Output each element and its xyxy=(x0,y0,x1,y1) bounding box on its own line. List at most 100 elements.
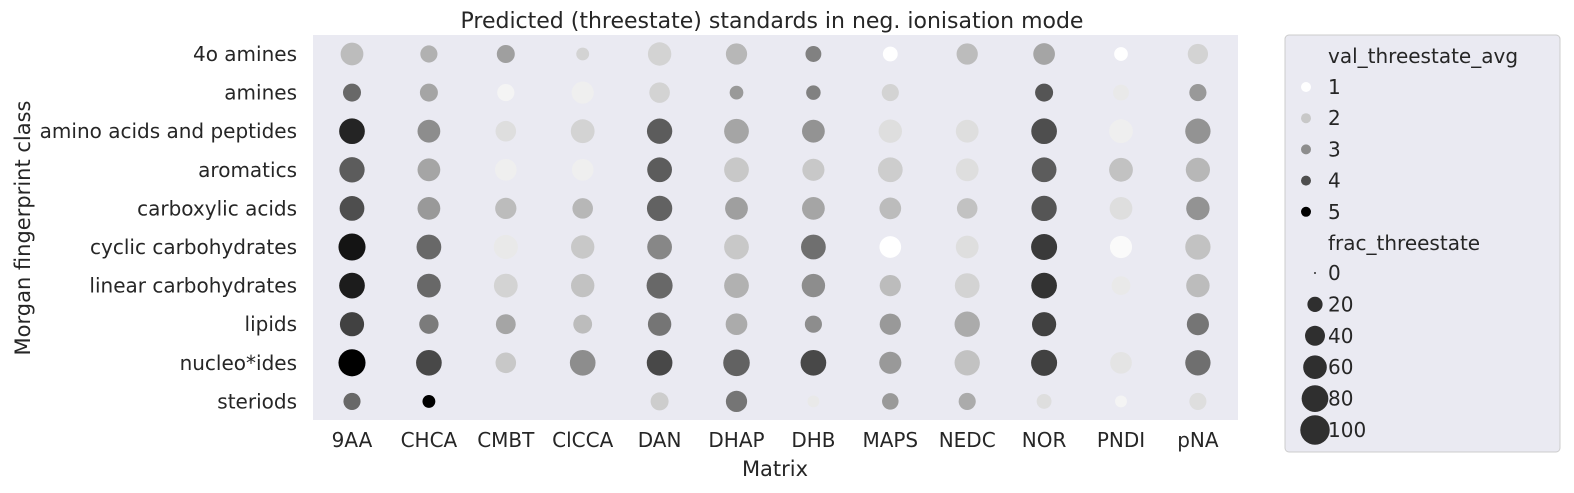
x-tick-nor: NOR xyxy=(1022,428,1067,452)
marker-maps-cyclic-carbohydrates xyxy=(879,236,902,258)
marker-dan-carboxylic-acids xyxy=(646,195,673,222)
legend-size-entries: 0 20 40 60 80 100 xyxy=(1300,261,1366,445)
marker-pna-lipids xyxy=(1186,313,1209,336)
marker-cmbt-aromatics xyxy=(494,158,517,181)
marker-dhap-cyclic-carbohydrates xyxy=(724,234,749,260)
x-axis-label: Matrix xyxy=(742,457,808,481)
marker-nor-4o-amines xyxy=(1033,43,1055,65)
marker-maps-amines xyxy=(881,84,899,102)
legend-hue-entries: 1 2 3 4 5 xyxy=(1301,75,1341,224)
y-tick-amines: amines xyxy=(224,81,297,105)
marker-chca-aromatics xyxy=(417,158,441,182)
marker-dan-amino-acids-and-peptides xyxy=(646,118,673,144)
marker-nor-lipids xyxy=(1032,312,1057,337)
marker-cmbt-4o-amines xyxy=(496,45,515,63)
marker-dan-4o-amines xyxy=(647,42,672,66)
marker-dhap-carboxylic-acids xyxy=(725,197,748,220)
x-tick-pndi: PNDI xyxy=(1097,428,1145,452)
marker-pna-linear-carbohydrates xyxy=(1186,273,1210,298)
marker-pndi-steriods xyxy=(1115,395,1127,408)
x-tick-dhb: DHB xyxy=(791,428,835,452)
marker-nor-carboxylic-acids xyxy=(1031,195,1057,222)
marker-dhb-amines xyxy=(806,85,821,100)
x-tick-pna: pNA xyxy=(1177,428,1219,452)
marker-cmbt-amines xyxy=(497,84,515,102)
marker-cmbt-linear-carbohydrates xyxy=(493,273,518,298)
marker-9aa-lipids xyxy=(339,312,365,337)
marker-nor-aromatics xyxy=(1031,157,1057,183)
marker-dhap-amino-acids-and-peptides xyxy=(724,118,749,144)
marker-dhap-4o-amines xyxy=(725,43,748,65)
marker-nor-amines xyxy=(1035,83,1054,102)
marker-dhap-lipids xyxy=(725,313,748,336)
marker-clcca-linear-carbohydrates xyxy=(571,273,595,298)
marker-maps-4o-amines xyxy=(882,46,898,62)
x-tick-nedc: NEDC xyxy=(939,428,996,452)
marker-9aa-steriods xyxy=(343,392,361,410)
marker-chca-amino-acids-and-peptides xyxy=(417,119,441,143)
marker-dhap-amines xyxy=(729,85,744,100)
marker-maps-nucleo-ides xyxy=(879,351,902,374)
marker-chca-nucleo-ides xyxy=(416,349,442,376)
marker-dan-aromatics xyxy=(647,157,672,183)
marker-pna-4o-amines xyxy=(1187,43,1209,65)
marker-chca-amines xyxy=(419,83,438,102)
legend: val_threestate_avg 1 2 3 4 5 frac_threestate… xyxy=(1284,34,1561,453)
marker-pndi-4o-amines xyxy=(1114,47,1128,61)
legend-hue-marker-4 xyxy=(1301,175,1311,186)
y-tick-labels: 4o amines amines amino acids and peptides a… xyxy=(40,42,297,413)
marker-pna-amines xyxy=(1189,84,1207,102)
marker-maps-aromatics xyxy=(877,157,903,183)
marker-pna-steriods xyxy=(1189,392,1207,410)
marker-maps-lipids xyxy=(879,313,901,335)
legend-hue-label-1: 1 xyxy=(1328,75,1341,99)
marker-dan-steriods xyxy=(650,392,669,411)
marker-nedc-aromatics xyxy=(955,158,979,182)
legend-size-marker-60 xyxy=(1303,355,1327,380)
marker-dhb-cyclic-carbohydrates xyxy=(801,234,826,260)
y-tick-carboxylic-acids: carboxylic acids xyxy=(137,196,297,220)
marker-9aa-amino-acids-and-peptides xyxy=(339,118,365,145)
x-tick-maps: MAPS xyxy=(862,428,918,452)
marker-clcca-cyclic-carbohydrates xyxy=(571,235,595,259)
marker-cmbt-lipids xyxy=(495,314,516,335)
legend-hue-marker-2 xyxy=(1301,113,1311,124)
marker-maps-steriods xyxy=(882,393,899,410)
marker-maps-carboxylic-acids xyxy=(879,197,902,220)
legend-size-marker-0 xyxy=(1314,272,1316,274)
marker-dan-amines xyxy=(649,82,670,103)
marker-chca-lipids xyxy=(419,314,439,334)
marker-pndi-linear-carbohydrates xyxy=(1111,276,1131,296)
legend-hue-label-4: 4 xyxy=(1328,169,1341,193)
marker-pndi-aromatics xyxy=(1109,157,1133,182)
marker-pndi-amino-acids-and-peptides xyxy=(1109,119,1133,144)
marker-pndi-nucleo-ides xyxy=(1110,351,1132,374)
marker-maps-amino-acids-and-peptides xyxy=(878,119,902,143)
marker-9aa-4o-amines xyxy=(340,42,364,66)
y-tick-cyclic-carbohydrates: cyclic carbohydrates xyxy=(90,235,297,259)
marker-nor-steriods xyxy=(1036,393,1052,409)
marker-dan-cyclic-carbohydrates xyxy=(647,234,672,260)
y-tick-steriods: steriods xyxy=(217,389,297,413)
marker-dhb-carboxylic-acids xyxy=(802,197,825,220)
marker-dan-linear-carbohydrates xyxy=(646,272,673,299)
marker-dhb-steriods xyxy=(807,395,820,408)
marker-9aa-amines xyxy=(343,83,361,102)
y-tick-4o-amines: 4o amines xyxy=(193,42,297,66)
x-tick-labels: 9AA CHCA CMBT ClCCA DAN DHAP DHB MAPS NEDC NOR PND… xyxy=(332,428,1219,452)
marker-pna-amino-acids-and-peptides xyxy=(1185,118,1211,144)
x-tick-cmbt: CMBT xyxy=(477,428,535,452)
marker-9aa-aromatics xyxy=(339,157,365,183)
legend-size-label-60: 60 xyxy=(1328,355,1353,379)
legend-size-label-100: 100 xyxy=(1328,418,1366,442)
marker-nedc-nucleo-ides xyxy=(954,350,980,376)
marker-dhap-nucleo-ides xyxy=(723,349,750,377)
x-tick-chca: CHCA xyxy=(401,428,458,452)
marker-chca-linear-carbohydrates xyxy=(417,273,441,298)
y-tick-amino-acids-and-peptides: amino acids and peptides xyxy=(40,119,297,143)
legend-size-label-0: 0 xyxy=(1328,261,1341,285)
marker-nor-amino-acids-and-peptides xyxy=(1031,118,1057,145)
marker-clcca-lipids xyxy=(573,314,593,334)
legend-box xyxy=(1284,34,1561,453)
marker-dhap-steriods xyxy=(725,390,748,413)
